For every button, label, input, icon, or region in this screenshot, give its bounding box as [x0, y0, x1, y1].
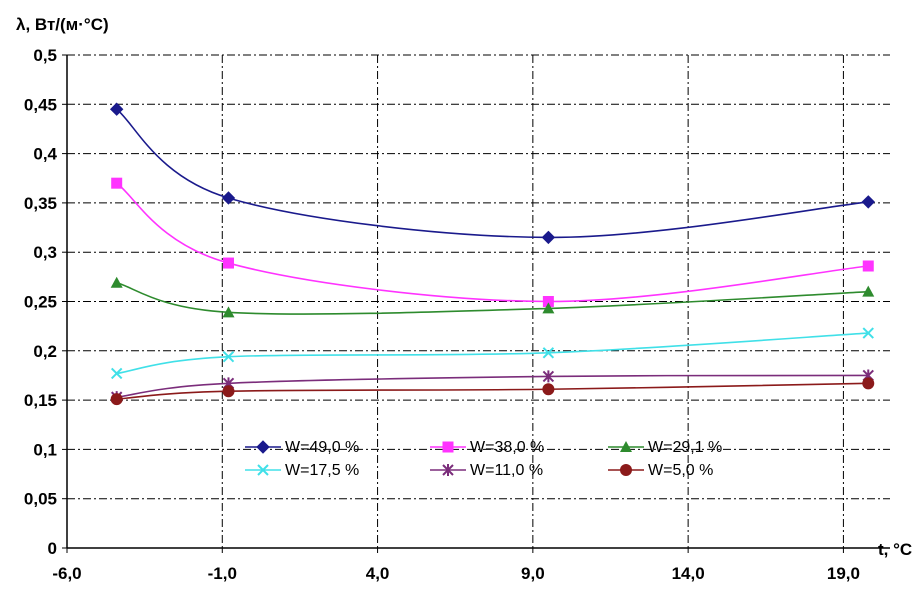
series-line	[116, 382, 869, 400]
data-point-triangle	[862, 285, 875, 297]
legend-label: W=11,0 %	[470, 462, 543, 479]
x-axis-title: t, °C	[878, 540, 912, 559]
x-tick-label: -6,0	[52, 564, 81, 583]
series-line	[116, 182, 869, 303]
data-point-x	[862, 327, 874, 339]
data-point-circle	[222, 385, 235, 398]
data-point-x	[542, 347, 555, 359]
legend-marker-diamond	[256, 440, 270, 454]
grid	[67, 54, 890, 548]
data-point-triangle	[110, 276, 123, 288]
legend-item: W=29,1 %	[608, 439, 722, 456]
y-axis-title: λ, Вт/(м·°С)	[16, 15, 109, 34]
y-tick-label: 0,15	[24, 391, 57, 410]
data-point-diamond	[861, 195, 875, 209]
y-tick-labels: 0 0,05 0,1 0,15 0,2 0,25 0,3 0,35 0,4 0,45 0,5	[24, 46, 58, 558]
legend-marker-x	[257, 464, 269, 476]
y-tick-label: 0,3	[33, 243, 57, 262]
legend-label: W=49,0 %	[285, 439, 359, 456]
data-point-circle	[110, 393, 123, 406]
data-point-x	[222, 351, 235, 363]
legend-label: W=17,5 %	[285, 462, 359, 479]
data-point-x	[110, 367, 123, 380]
legend-item: W=38,0 %	[430, 439, 544, 456]
data-point-square	[222, 257, 234, 269]
legend-item: W=11,0 %	[430, 462, 543, 479]
series-lines	[116, 108, 869, 400]
legend-item: W=5,0 %	[608, 462, 713, 479]
data-point-star	[542, 370, 555, 383]
axes	[62, 54, 890, 553]
x-tick-label: 9,0	[521, 564, 545, 583]
data-point-square	[862, 260, 874, 272]
data-point-triangle	[542, 302, 555, 314]
y-tick-label: 0,05	[24, 490, 57, 509]
data-point-diamond	[221, 191, 236, 205]
data-point-square	[542, 296, 554, 307]
x-tick-label: 19,0	[827, 564, 860, 583]
x-tick-label: 14,0	[672, 564, 705, 583]
x-tick-labels: -6,0 -1,0 4,0 9,0 14,0 19,0	[52, 564, 860, 583]
y-tick-label: 0,4	[33, 145, 57, 164]
series-line	[116, 332, 869, 375]
data-point-diamond	[541, 230, 556, 245]
data-point-circle	[542, 383, 555, 396]
legend-label: W=38,0 %	[470, 439, 544, 456]
legend-label: W=5,0 %	[648, 462, 713, 479]
y-tick-label: 0	[48, 539, 57, 558]
y-tick-label: 0,1	[33, 440, 57, 459]
y-tick-label: 0,25	[24, 293, 57, 312]
legend-label: W=29,1 %	[648, 439, 722, 456]
y-tick-label: 0,35	[24, 194, 57, 213]
data-point-square	[111, 177, 123, 189]
legend-marker-square	[442, 441, 454, 453]
legend-item: W=17,5 %	[245, 462, 359, 479]
y-tick-label: 0,2	[33, 342, 57, 361]
x-tick-label: -1,0	[208, 564, 237, 583]
data-point-diamond	[109, 102, 124, 116]
data-point-triangle	[222, 306, 235, 318]
y-tick-label: 0,45	[24, 95, 57, 114]
series-line	[116, 108, 869, 239]
legend-marker-circle	[620, 464, 632, 476]
series-markers	[109, 102, 875, 406]
y-tick-label: 0,5	[33, 46, 57, 65]
data-point-circle	[862, 377, 875, 390]
x-tick-label: 4,0	[366, 564, 390, 583]
legend-marker-triangle	[620, 441, 632, 452]
series-line	[116, 374, 869, 398]
legend: W=49,0 % W=38,0 % W=29,1 % W=17,5 % W=11,0 %…	[245, 439, 722, 479]
legend-marker-star	[442, 464, 454, 476]
legend-item: W=49,0 %	[245, 439, 359, 456]
series-line	[116, 281, 869, 315]
